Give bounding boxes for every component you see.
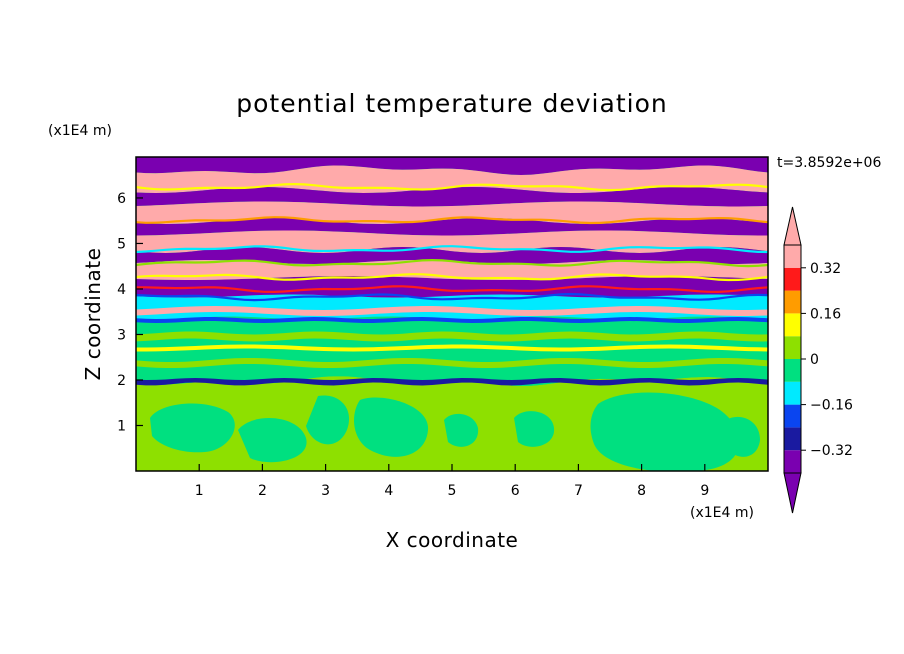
field-eddy-6 <box>514 411 555 447</box>
field-edge-streak-5 <box>136 273 768 282</box>
x-tick-label: 4 <box>384 483 393 499</box>
field-upper-purple-1 <box>136 187 768 207</box>
field-eddy-7 <box>590 392 740 471</box>
x-tick-label: 1 <box>195 483 204 499</box>
colorbar-segment <box>784 313 801 337</box>
x-tick-label: 8 <box>637 483 646 499</box>
y-axis-ticks: 1 2 3 4 5 6 <box>117 191 143 434</box>
x-unit-label: (x1E4 m) <box>690 505 754 521</box>
colorbar-tick-label: 0.32 <box>810 261 841 277</box>
field-interface-purple <box>136 276 768 298</box>
field-eddy-4 <box>354 397 429 457</box>
field-edge-streak-1 <box>136 183 768 192</box>
y-axis-title: Z coordinate <box>81 248 105 381</box>
y-tick-label: 5 <box>117 236 126 252</box>
field-top-purple <box>136 157 768 175</box>
colorbar-tick-label: 0.16 <box>810 306 841 322</box>
y-tick-label: 1 <box>117 418 126 434</box>
colorbar-segment <box>784 336 801 359</box>
field-mid-streak-3 <box>136 331 768 342</box>
field-mid-pink-streak <box>136 306 768 316</box>
field-edge-streak-3 <box>136 245 768 254</box>
field-eddy-2 <box>238 418 307 463</box>
x-axis-ticks: 1 2 3 4 5 6 7 8 9 <box>195 464 709 499</box>
colorbar-segment <box>784 359 801 382</box>
x-axis-title: X coordinate <box>386 528 519 552</box>
field-eddy-3 <box>306 395 350 445</box>
x-tick-label: 5 <box>448 483 457 499</box>
field-edge-streak-6 <box>136 285 768 293</box>
colorbar-segment <box>784 427 801 451</box>
x-tick-label: 3 <box>321 483 330 499</box>
colorbar-tick-label: 0 <box>810 352 819 368</box>
field-blue-streak <box>136 317 768 323</box>
x-tick-label: 7 <box>574 483 583 499</box>
colorbar-tick-label: −0.32 <box>810 443 853 459</box>
colorbar-segment <box>784 245 801 268</box>
colorbar-segment <box>784 290 801 314</box>
colorbar: 0.32 0.16 0 −0.16 −0.32 <box>783 206 853 514</box>
field-upper-purple-3 <box>136 247 768 264</box>
colorbar-segment <box>784 450 801 473</box>
colorbar-segment <box>784 267 801 291</box>
field-eddy-1 <box>150 403 235 453</box>
colorbar-segment <box>784 404 801 428</box>
y-tick-label: 6 <box>117 191 126 207</box>
field-edge-streak-7 <box>136 293 768 302</box>
field-lower-interface <box>136 378 768 386</box>
colorbar-segment <box>784 381 801 405</box>
field-eddy-5 <box>444 413 479 447</box>
x-tick-label: 2 <box>258 483 267 499</box>
contour-field <box>136 157 768 471</box>
chart-title: potential temperature deviation <box>236 89 667 118</box>
field-mid-streak-2 <box>136 344 768 352</box>
colorbar-under-arrow <box>783 472 802 514</box>
y-tick-label: 2 <box>117 373 126 389</box>
field-mid-streak-1 <box>136 358 768 368</box>
time-label: t=3.8592e+06 <box>777 155 881 171</box>
y-unit-label: (x1E4 m) <box>48 123 112 139</box>
y-tick-label: 3 <box>117 327 126 343</box>
colorbar-tick-label: −0.16 <box>810 398 853 414</box>
y-tick-label: 4 <box>117 282 126 298</box>
field-upper-pink-3 <box>136 230 768 253</box>
field-edge-streak-2 <box>136 216 768 225</box>
field-upper-pink-1 <box>136 165 768 193</box>
field-cyan-layer <box>136 292 768 320</box>
field-edge-streak-4 <box>136 259 768 268</box>
x-tick-label: 9 <box>700 483 709 499</box>
field-eddy-8 <box>726 416 760 457</box>
x-tick-label: 6 <box>511 483 520 499</box>
colorbar-over-arrow <box>783 206 802 246</box>
field-upper-purple-2 <box>136 218 768 236</box>
